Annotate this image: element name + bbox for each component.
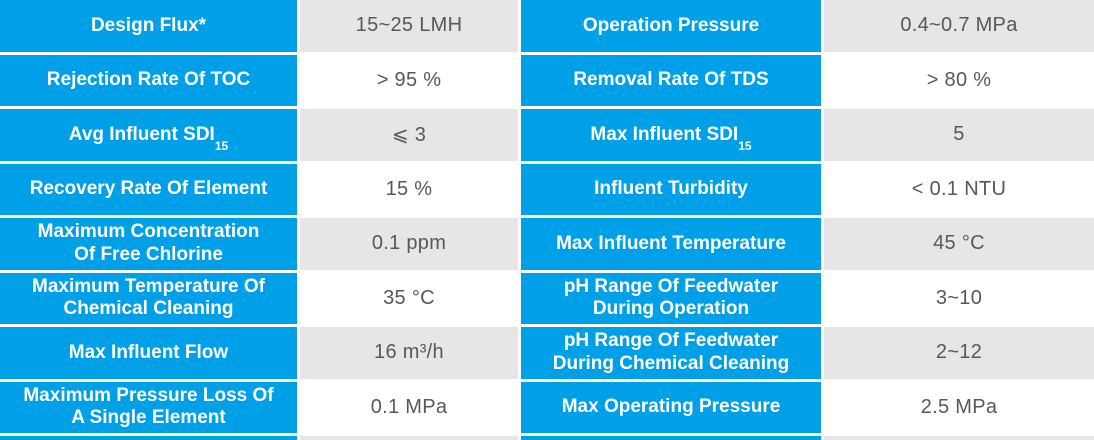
label-operation-pressure: Operation Pressure (521, 0, 821, 52)
value-recovery-rate-of-element: 15 % (300, 163, 518, 215)
label-rejection-rate-of-toc: Rejection Rate Of TOC (0, 54, 297, 106)
label-max-concentration-free-chlorine: Maximum Concentration Of Free Chlorine (0, 218, 297, 270)
value-max-influent-sdi15: 5 (824, 109, 1094, 161)
label-influent-turbidity: Influent Turbidity (521, 163, 821, 215)
value-ph-range-during-operation: 3~10 (824, 272, 1094, 324)
label-text: pH Range Of Feedwater During Chemical Cl… (552, 330, 790, 374)
label-max-influent-temperature: Max Influent Temperature (521, 218, 821, 270)
value-rejection-rate-of-toc: > 95 % (300, 54, 518, 106)
label-ph-range-during-chemical-cleaning: pH Range Of Feedwater During Chemical Cl… (521, 327, 821, 379)
label-text: Influent Turbidity (594, 178, 748, 200)
value-removal-rate-of-tds: > 80 % (824, 54, 1094, 106)
label-text: Maximum Concentration Of Free Chlorine (37, 221, 260, 265)
label-text: Rejection Rate Of TOC (46, 69, 251, 91)
label-design-flux: Design Flux* (0, 0, 297, 52)
value-max-pressure-loss-single-element: 0.1 MPa (300, 381, 518, 433)
label-text: Maximum Temperature Of Chemical Cleaning (32, 275, 265, 320)
value-ph-range-during-chemical-cleaning: 2~12 (824, 327, 1094, 379)
label-max-pressure-loss-single-element: Maximum Pressure Loss Of A Single Elemen… (0, 381, 297, 433)
label-max-influent-flow: Max Influent Flow (0, 327, 297, 379)
label-removal-rate-of-tds: Removal Rate Of TDS (521, 54, 821, 106)
label-avg-influent-sdi15: Avg Influent SDI 15 (0, 109, 297, 161)
label-max-temperature-chemical-cleaning: Maximum Temperature Of Chemical Cleaning (0, 272, 297, 324)
value-max-influent-temperature: 45 °C (824, 218, 1094, 270)
cropped-row-label-cell (521, 436, 821, 440)
label-text: Design Flux* (90, 14, 207, 36)
label-max-influent-sdi15: Max Influent SDI 15 (521, 109, 821, 161)
value-design-flux: 15~25 LMH (300, 0, 518, 52)
label-text: pH Range Of Feedwater During Operation (563, 275, 779, 320)
value-max-influent-flow: 16 m³/h (300, 327, 518, 379)
label-text: Maximum Pressure Loss Of A Single Elemen… (23, 384, 274, 429)
value-max-temperature-chemical-cleaning: 35 °C (300, 272, 518, 324)
label-recovery-rate-of-element: Recovery Rate Of Element (0, 163, 297, 215)
cropped-row-label-cell (0, 436, 297, 440)
value-max-concentration-free-chlorine: 0.1 ppm (300, 218, 518, 270)
label-subscript: 15 (738, 138, 752, 153)
label-text: Max Influent SDI (590, 123, 739, 145)
label-subscript: 15 (214, 138, 229, 153)
label-text: Removal Rate Of TDS (573, 69, 769, 91)
label-ph-range-during-operation: pH Range Of Feedwater During Operation (521, 272, 821, 324)
label-text: Avg Influent SDI (68, 123, 215, 145)
value-avg-influent-sdi15: ⩽ 3 (300, 109, 518, 161)
label-text: Operation Pressure (582, 14, 760, 36)
label-max-operating-pressure: Max Operating Pressure (521, 381, 821, 433)
cropped-row-value-cell (300, 436, 518, 440)
label-text: Max Operating Pressure (561, 396, 781, 418)
cropped-row-value-cell (824, 436, 1094, 440)
value-influent-turbidity: < 0.1 NTU (824, 163, 1094, 215)
label-text: Max Influent Flow (68, 341, 229, 363)
value-operation-pressure: 0.4~0.7 MPa (824, 0, 1094, 52)
label-text: Recovery Rate Of Element (29, 178, 268, 200)
value-max-operating-pressure: 2.5 MPa (824, 381, 1094, 433)
label-text: Max Influent Temperature (556, 232, 786, 254)
